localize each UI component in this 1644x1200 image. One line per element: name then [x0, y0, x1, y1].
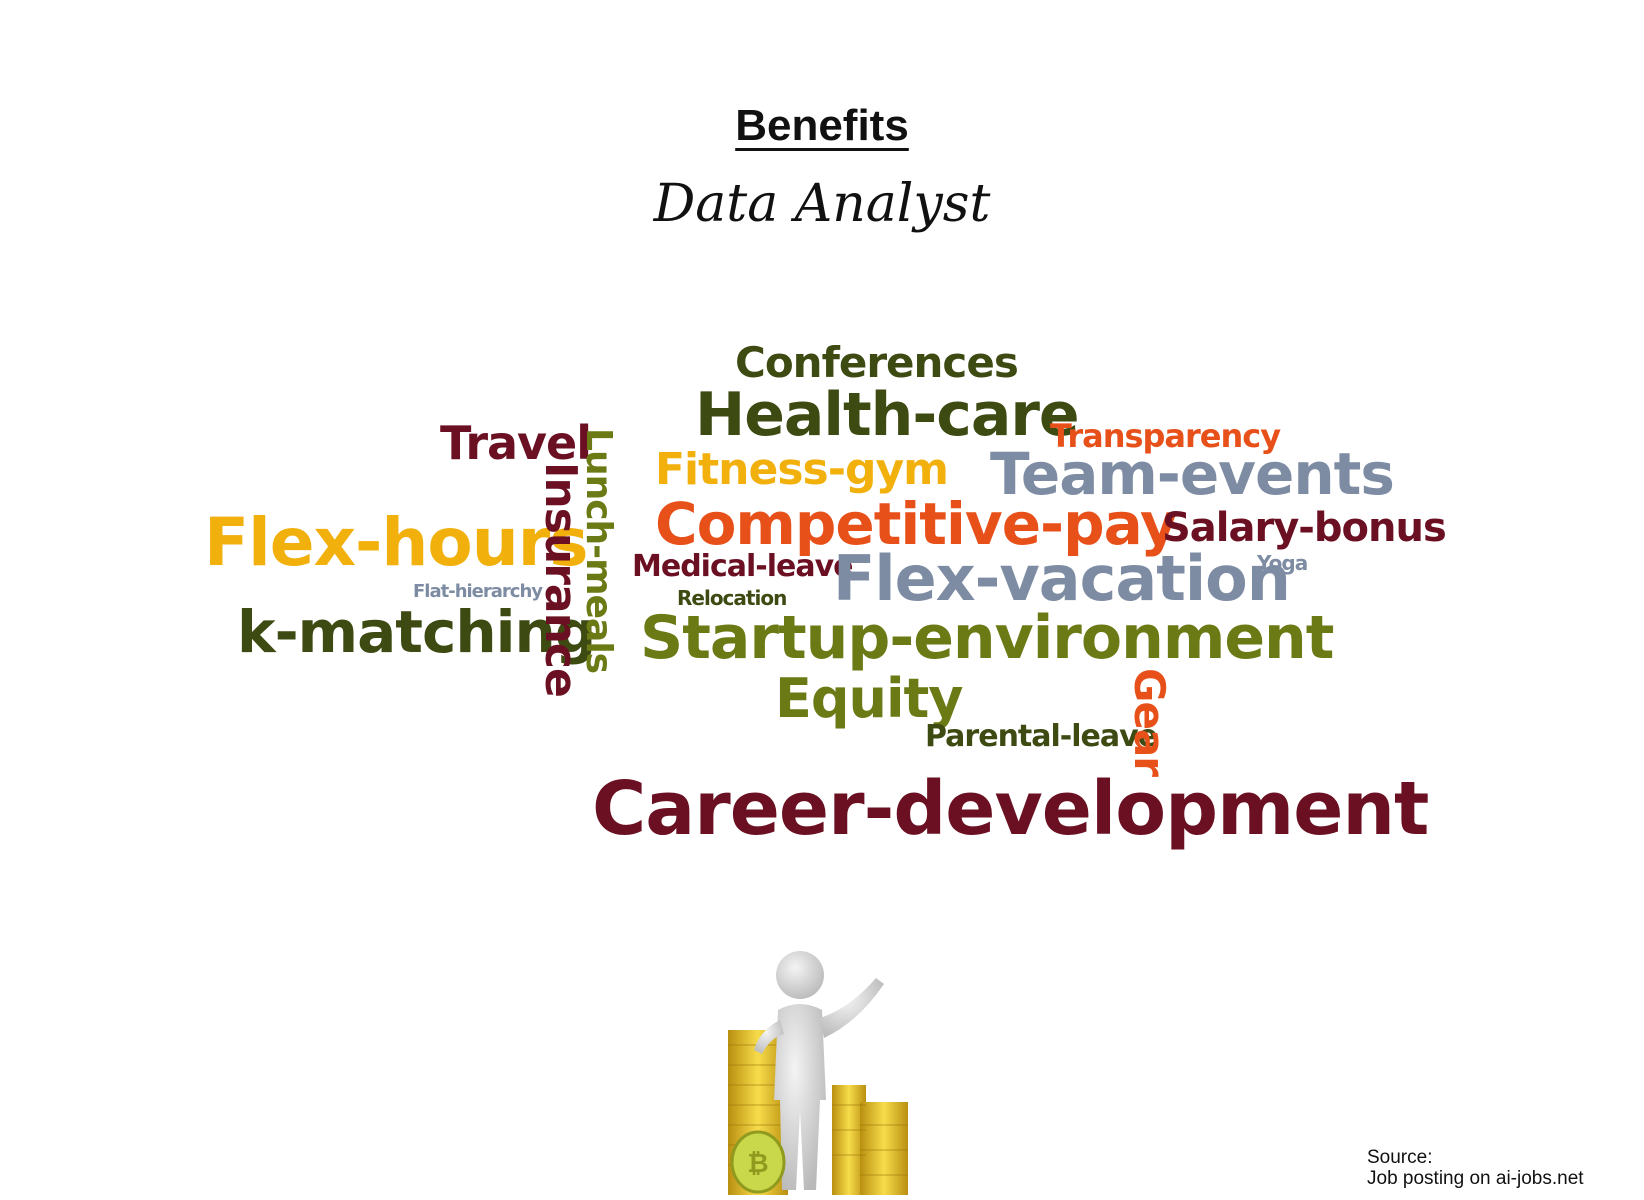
title-text: Benefits: [735, 101, 909, 150]
word-k-matching: k-matching: [237, 598, 596, 666]
word-fitness-gym: Fitness-gym: [655, 444, 949, 495]
word-parental-leave: Parental-leave: [925, 719, 1158, 754]
word-gear: Gear: [1125, 668, 1174, 777]
word-travel: Travel: [440, 416, 592, 470]
word-health-care: Health-care: [695, 380, 1080, 450]
word-team-events: Team-events: [990, 440, 1395, 508]
page-title: Benefits: [0, 104, 1644, 148]
word-salary-bonus: Salary-bonus: [1162, 505, 1447, 551]
figure-with-coins-illustration: ₿: [728, 951, 908, 1195]
word-career-development: Career-development: [592, 766, 1429, 852]
coin-icon: [730, 1130, 786, 1194]
word-transparency: Transparency: [1050, 417, 1281, 455]
word-relocation: Relocation: [677, 586, 787, 610]
source-credit: Source: Job posting on ai-jobs.net: [1367, 1147, 1584, 1190]
page-subtitle: Data Analyst: [653, 174, 991, 234]
word-competitive-pay: Competitive-pay: [655, 490, 1178, 558]
word-insurance: Insurance: [535, 462, 586, 697]
coin-stack-short: [860, 1102, 908, 1195]
word-equity: Equity: [775, 667, 964, 730]
source-label: Source:: [1367, 1147, 1433, 1168]
word-startup-environment: Startup-environment: [640, 603, 1334, 673]
word-yoga: Yoga: [1257, 551, 1308, 575]
person-figure: [754, 951, 884, 1190]
word-flex-hours: Flex-hours: [204, 504, 589, 581]
word-lunch-meals: Lunch-meals: [578, 428, 619, 674]
word-conferences: Conferences: [735, 338, 1019, 387]
source-text: Job posting on ai-jobs.net: [1367, 1167, 1584, 1189]
word-medical-leave: Medical-leave: [632, 549, 853, 584]
word-flex-vacation: Flex-vacation: [833, 542, 1291, 615]
svg-text:₿: ₿: [747, 1149, 768, 1179]
word-flat-hierarchy: Flat-hierarchy: [413, 581, 543, 602]
